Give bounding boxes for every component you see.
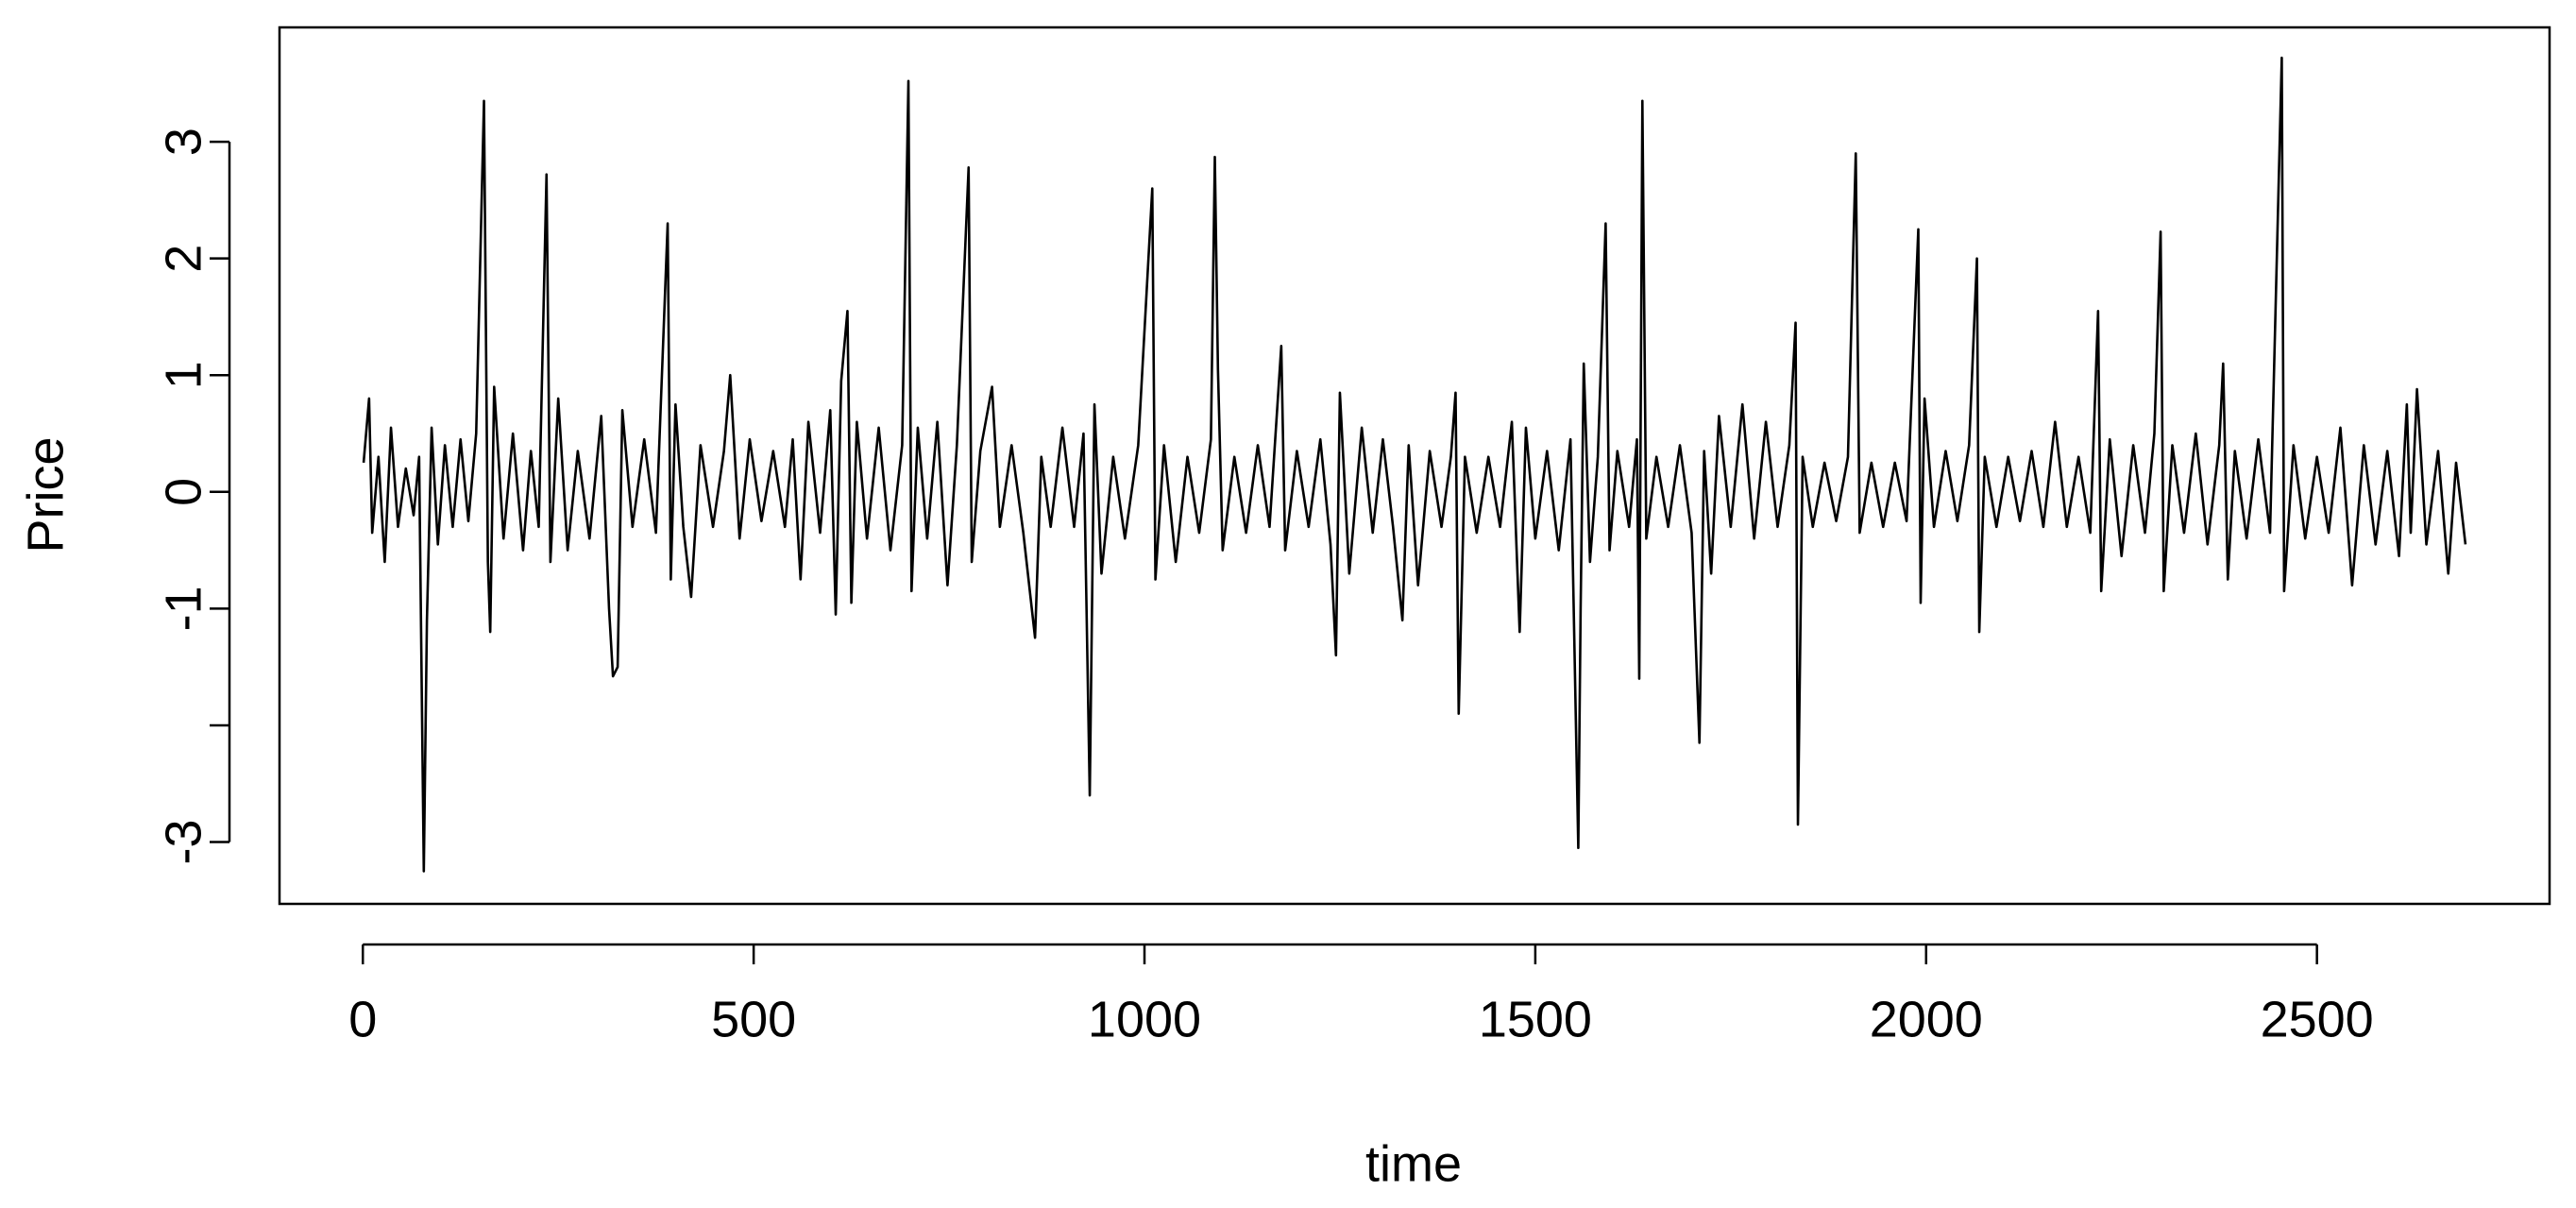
plot-box (278, 26, 2551, 906)
x-axis-label: time (1365, 1135, 1462, 1192)
y-tick-label: 2 (155, 245, 212, 273)
x-tick-label: 500 (711, 991, 796, 1047)
x-tick-label: 1000 (1088, 991, 1201, 1047)
x-tick-label: 2500 (2261, 991, 2374, 1047)
x-tick-label: 0 (348, 991, 377, 1047)
y-tick-label: 1 (155, 361, 212, 389)
y-tick-label: -1 (155, 586, 212, 631)
y-tick-label: -3 (155, 820, 212, 865)
y-axis-label: Price (17, 436, 74, 553)
y-tick-label: 0 (155, 478, 212, 506)
x-tick-label: 1500 (1479, 991, 1592, 1047)
price-line (362, 56, 2467, 873)
x-tick-label: 2000 (1870, 991, 1983, 1047)
y-tick-label: 3 (155, 128, 212, 156)
